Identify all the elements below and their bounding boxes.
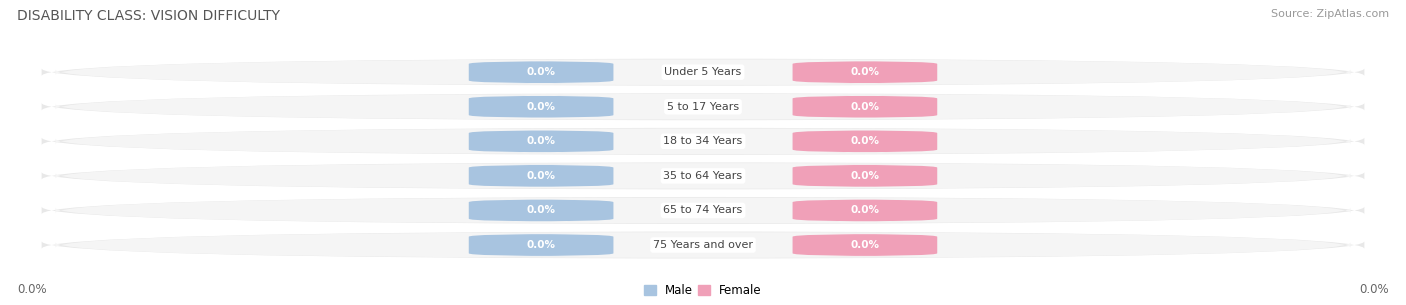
- FancyBboxPatch shape: [468, 130, 613, 152]
- Text: 0.0%: 0.0%: [527, 136, 555, 146]
- FancyBboxPatch shape: [793, 96, 938, 118]
- Text: Under 5 Years: Under 5 Years: [665, 67, 741, 77]
- FancyBboxPatch shape: [55, 198, 1351, 223]
- FancyBboxPatch shape: [793, 61, 938, 83]
- Text: 0.0%: 0.0%: [851, 102, 879, 112]
- Text: 0.0%: 0.0%: [851, 240, 879, 250]
- FancyBboxPatch shape: [55, 128, 1351, 154]
- FancyBboxPatch shape: [42, 128, 1364, 155]
- Legend: Male, Female: Male, Female: [640, 280, 766, 302]
- Text: 0.0%: 0.0%: [527, 67, 555, 77]
- FancyBboxPatch shape: [793, 130, 938, 152]
- FancyBboxPatch shape: [42, 231, 1364, 259]
- Text: 0.0%: 0.0%: [17, 283, 46, 296]
- Text: 0.0%: 0.0%: [851, 206, 879, 215]
- FancyBboxPatch shape: [42, 59, 1364, 86]
- Text: 0.0%: 0.0%: [527, 240, 555, 250]
- FancyBboxPatch shape: [793, 165, 938, 187]
- FancyBboxPatch shape: [42, 93, 1364, 120]
- FancyBboxPatch shape: [55, 232, 1351, 258]
- FancyBboxPatch shape: [793, 199, 938, 221]
- FancyBboxPatch shape: [42, 162, 1364, 189]
- FancyBboxPatch shape: [793, 234, 938, 256]
- FancyBboxPatch shape: [468, 61, 613, 83]
- Text: 0.0%: 0.0%: [851, 67, 879, 77]
- Text: 18 to 34 Years: 18 to 34 Years: [664, 136, 742, 146]
- Text: 35 to 64 Years: 35 to 64 Years: [664, 171, 742, 181]
- FancyBboxPatch shape: [468, 234, 613, 256]
- Text: 0.0%: 0.0%: [851, 171, 879, 181]
- Text: 0.0%: 0.0%: [1360, 283, 1389, 296]
- Text: 65 to 74 Years: 65 to 74 Years: [664, 206, 742, 215]
- FancyBboxPatch shape: [55, 94, 1351, 120]
- Text: 0.0%: 0.0%: [527, 206, 555, 215]
- Text: 0.0%: 0.0%: [527, 102, 555, 112]
- Text: 75 Years and over: 75 Years and over: [652, 240, 754, 250]
- Text: Source: ZipAtlas.com: Source: ZipAtlas.com: [1271, 9, 1389, 19]
- FancyBboxPatch shape: [55, 163, 1351, 189]
- Text: 0.0%: 0.0%: [527, 171, 555, 181]
- FancyBboxPatch shape: [468, 199, 613, 221]
- Text: DISABILITY CLASS: VISION DIFFICULTY: DISABILITY CLASS: VISION DIFFICULTY: [17, 9, 280, 23]
- FancyBboxPatch shape: [42, 197, 1364, 224]
- FancyBboxPatch shape: [468, 96, 613, 118]
- FancyBboxPatch shape: [468, 165, 613, 187]
- Text: 0.0%: 0.0%: [851, 136, 879, 146]
- Text: 5 to 17 Years: 5 to 17 Years: [666, 102, 740, 112]
- FancyBboxPatch shape: [55, 59, 1351, 85]
